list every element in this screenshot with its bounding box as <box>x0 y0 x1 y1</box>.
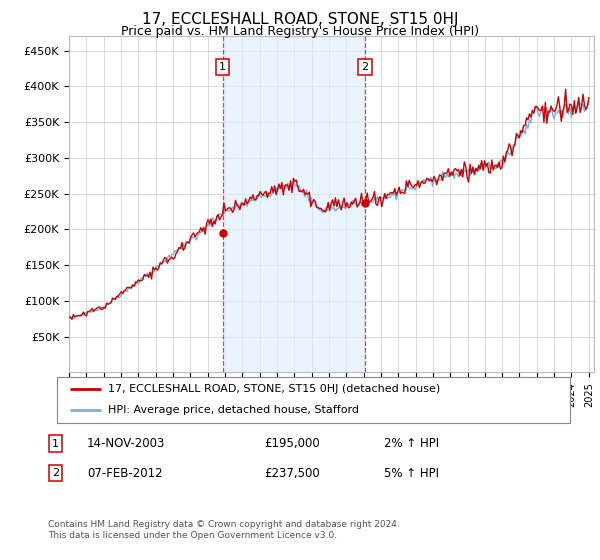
Text: 2: 2 <box>52 468 59 478</box>
Text: £237,500: £237,500 <box>264 466 320 480</box>
Text: 17, ECCLESHALL ROAD, STONE, ST15 0HJ: 17, ECCLESHALL ROAD, STONE, ST15 0HJ <box>142 12 458 27</box>
Text: 2% ↑ HPI: 2% ↑ HPI <box>384 437 439 450</box>
Text: 2: 2 <box>362 62 368 72</box>
Text: 1: 1 <box>219 62 226 72</box>
Text: 5% ↑ HPI: 5% ↑ HPI <box>384 466 439 480</box>
Bar <box>223 36 365 372</box>
Text: 14-NOV-2003: 14-NOV-2003 <box>87 437 166 450</box>
Text: Contains HM Land Registry data © Crown copyright and database right 2024.: Contains HM Land Registry data © Crown c… <box>48 520 400 529</box>
Text: 17, ECCLESHALL ROAD, STONE, ST15 0HJ (detached house): 17, ECCLESHALL ROAD, STONE, ST15 0HJ (de… <box>109 384 440 394</box>
Text: Price paid vs. HM Land Registry's House Price Index (HPI): Price paid vs. HM Land Registry's House … <box>121 25 479 38</box>
Text: 1: 1 <box>52 438 59 449</box>
Text: This data is licensed under the Open Government Licence v3.0.: This data is licensed under the Open Gov… <box>48 531 337 540</box>
Text: 07-FEB-2012: 07-FEB-2012 <box>87 466 163 480</box>
Text: HPI: Average price, detached house, Stafford: HPI: Average price, detached house, Staf… <box>109 405 359 416</box>
Text: £195,000: £195,000 <box>264 437 320 450</box>
